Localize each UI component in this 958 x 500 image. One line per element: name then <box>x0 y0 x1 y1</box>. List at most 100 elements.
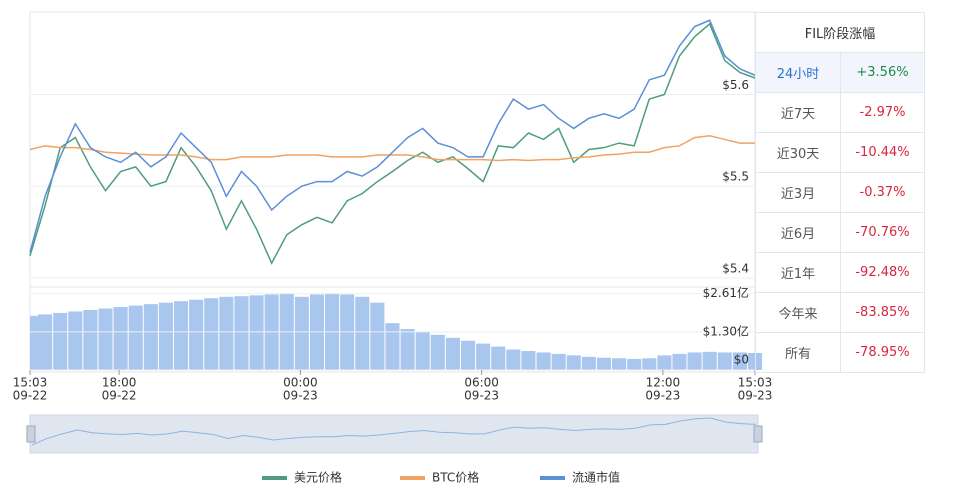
volume-bar <box>38 314 53 370</box>
volume-bar <box>98 308 113 370</box>
x-tick-time: 12:00 <box>646 376 681 390</box>
period-change: -0.37% <box>840 172 925 213</box>
volume-bar <box>53 312 68 370</box>
volume-bar <box>657 355 672 370</box>
table-row[interactable]: 近6月 -70.76% <box>755 212 925 253</box>
volume-bar <box>642 358 657 370</box>
volume-bar <box>445 337 460 370</box>
x-tick-date: 09-23 <box>283 389 318 403</box>
period-change: -10.44% <box>840 132 925 173</box>
y-tick-label: $5.6 <box>722 78 749 92</box>
x-tick-time: 06:00 <box>464 376 499 390</box>
legend-label: BTC价格 <box>432 470 479 485</box>
table-row[interactable]: 近3月 -0.37% <box>755 172 925 213</box>
x-tick-time: 00:00 <box>283 376 318 390</box>
y-tick-label: $1.30亿 <box>703 323 749 338</box>
volume-bar <box>627 358 642 370</box>
x-tick-date: 09-23 <box>464 389 499 403</box>
price-line <box>29 22 756 265</box>
period-label: 近6月 <box>755 212 841 253</box>
table-row[interactable]: 今年来 -83.85% <box>755 292 925 333</box>
x-tick-time: 15:03 <box>13 376 48 390</box>
volume-bar <box>732 352 747 370</box>
volume-bar <box>460 340 476 370</box>
volume-bar <box>219 296 234 370</box>
table-row[interactable]: 近30天 -10.44% <box>755 132 925 173</box>
table-row[interactable]: 所有 -78.95% <box>755 332 925 373</box>
volume-bar <box>596 357 612 370</box>
volume-bar <box>355 296 370 370</box>
volume-bar <box>476 343 491 370</box>
x-tick-date: 09-23 <box>738 389 773 403</box>
change-table: FIL阶段涨幅 24小时 +3.56% 近7天 -2.97% 近30天 -10.44% 近3月… <box>755 12 925 373</box>
volume-bar <box>687 352 702 370</box>
legend-label: 流通市值 <box>572 470 620 485</box>
volume-bar <box>717 352 732 370</box>
volume-bar <box>430 334 445 370</box>
volume-bar <box>566 355 581 370</box>
table-row[interactable]: 近1年 -92.48% <box>755 252 925 293</box>
period-label: 所有 <box>755 332 841 373</box>
volume-bar <box>294 296 309 370</box>
period-label: 近3月 <box>755 172 841 213</box>
volume-bar <box>370 302 385 370</box>
y-tick-label: $2.61亿 <box>703 285 749 300</box>
minimap-line <box>31 417 757 446</box>
volume-bar <box>612 358 627 370</box>
period-change: -83.85% <box>840 292 925 333</box>
period-change: -70.76% <box>840 212 925 253</box>
volume-bar <box>234 296 249 370</box>
volume-bar <box>143 304 158 370</box>
volume-bar <box>158 302 173 370</box>
x-tick-time: 15:03 <box>738 376 773 390</box>
period-change: +3.56% <box>840 52 925 93</box>
period-label: 24小时 <box>755 52 841 93</box>
legend-label: 美元价格 <box>294 470 342 485</box>
table-header-row: FIL阶段涨幅 <box>755 12 925 53</box>
volume-bar <box>189 299 204 370</box>
table-title: FIL阶段涨幅 <box>755 12 925 53</box>
legend-swatch <box>262 476 287 480</box>
volume-bar <box>672 353 687 370</box>
volume-bar <box>385 323 400 370</box>
period-label: 近7天 <box>755 92 841 133</box>
volume-bar <box>249 295 264 370</box>
period-label: 今年来 <box>755 292 841 333</box>
volume-bar <box>204 298 219 370</box>
y-tick-label: $5.5 <box>722 170 749 184</box>
period-label: 近1年 <box>755 252 841 293</box>
volume-bar <box>521 350 536 370</box>
period-change: -2.97% <box>840 92 925 133</box>
legend-swatch <box>540 476 565 480</box>
volume-bar <box>702 351 717 370</box>
volume-bar <box>113 307 128 370</box>
period-change: -78.95% <box>840 332 925 373</box>
volume-bar <box>83 309 98 370</box>
volume-bar <box>415 331 430 370</box>
volume-bar <box>491 346 506 370</box>
x-tick-date: 09-22 <box>13 389 48 403</box>
table-row[interactable]: 24小时 +3.56% <box>755 52 925 93</box>
volume-bar <box>551 353 566 370</box>
y-tick-label: $0 <box>734 353 749 367</box>
volume-bar <box>173 301 189 370</box>
y-tick-label: $5.4 <box>722 261 749 275</box>
price-line <box>29 134 755 162</box>
legend-swatch <box>400 476 425 480</box>
volume-bar <box>536 352 551 370</box>
x-tick-time: 18:00 <box>102 376 137 390</box>
volume-bar <box>581 356 596 370</box>
price-line <box>29 19 756 253</box>
volume-bar <box>68 311 83 370</box>
x-tick-date: 09-22 <box>102 389 137 403</box>
volume-bar <box>506 349 521 370</box>
zoom-handle[interactable] <box>26 425 36 443</box>
table-row[interactable]: 近7天 -2.97% <box>755 92 925 133</box>
period-label: 近30天 <box>755 132 841 173</box>
zoom-handle[interactable] <box>753 425 763 443</box>
period-change: -92.48% <box>840 252 925 293</box>
volume-bar <box>400 329 415 370</box>
volume-bar <box>128 305 143 370</box>
